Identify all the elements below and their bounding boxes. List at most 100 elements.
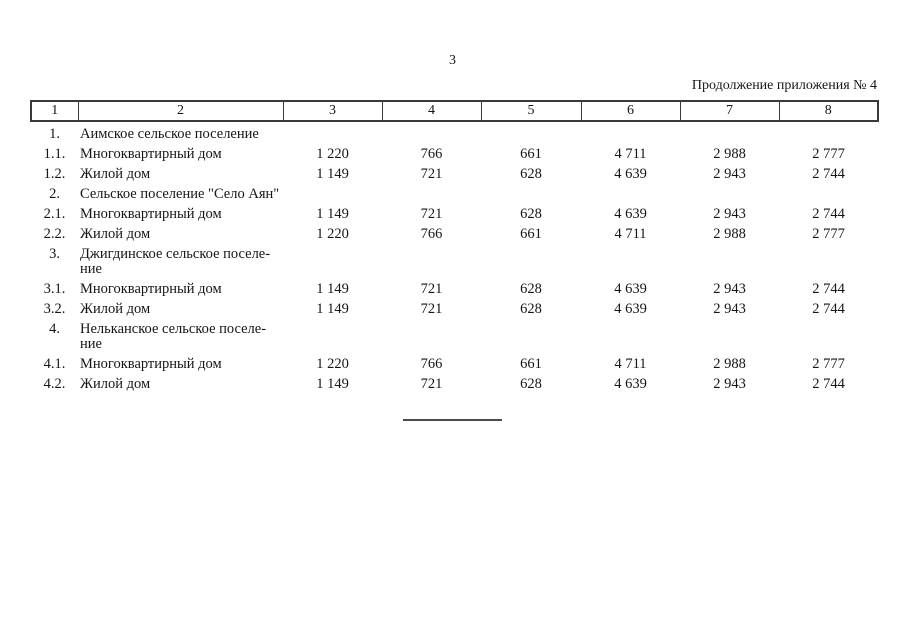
row-value-cell: 4 711 <box>614 146 647 162</box>
header-cell: 8 <box>778 100 879 122</box>
row-value-cell <box>779 320 878 355</box>
header-cell: 6 <box>580 100 681 122</box>
row-value-cell: 2 744 <box>812 206 845 222</box>
row-value-cell: 2 988 <box>713 356 746 372</box>
table-body: 1. Аимское сельское поселение 1.1. Много… <box>31 121 878 395</box>
row-number-cell: 4.1. <box>43 356 66 372</box>
table-row: 2.2. Жилой дом 1 220 766 661 4 711 2 988… <box>31 225 878 245</box>
table-row: 3.1. Многоквартирный дом 1 149 721 628 4… <box>31 280 878 300</box>
row-value-cell: 661 <box>520 226 542 242</box>
row-value-cell: 2 943 <box>713 376 746 392</box>
row-value-cell: 1 149 <box>316 376 349 392</box>
header-cell: 2 <box>77 100 284 122</box>
row-value-cell: 1 149 <box>316 301 349 317</box>
row-number-cell: 2. <box>49 186 60 202</box>
row-value-cell: 2 744 <box>812 376 845 392</box>
row-value-cell <box>680 185 779 205</box>
row-value-cell <box>382 245 481 280</box>
row-value-cell <box>680 121 779 145</box>
row-value-cell <box>382 185 481 205</box>
row-value-cell: 4 639 <box>614 376 647 392</box>
row-value-cell <box>283 121 382 145</box>
table-row: 4. Нельканское сельское поселе- ние <box>31 320 878 355</box>
header-cell: 3 <box>282 100 383 122</box>
row-value-cell <box>581 185 680 205</box>
row-value-cell: 628 <box>520 281 542 297</box>
row-value-cell: 2 777 <box>812 356 845 372</box>
row-value-cell <box>680 320 779 355</box>
row-value-cell: 2 943 <box>713 281 746 297</box>
row-value-cell: 721 <box>420 206 443 222</box>
row-value-cell: 721 <box>420 281 443 297</box>
row-label-cell: Джигдинское сельское поселе- ние <box>80 246 271 277</box>
row-value-cell <box>382 320 481 355</box>
row-value-cell <box>581 245 680 280</box>
row-label-cell: Жилой дом <box>80 301 151 317</box>
table-row: 2. Сельское поселение "Село Аян" <box>31 185 878 205</box>
row-value-cell <box>581 121 680 145</box>
row-value-cell: 766 <box>420 356 443 372</box>
row-value-cell <box>779 185 878 205</box>
page-number: 3 <box>449 53 456 68</box>
row-value-cell <box>481 185 581 205</box>
row-number-cell: 2.1. <box>43 206 66 222</box>
header-cell: 4 <box>381 100 482 122</box>
row-label-cell: Многоквартирный дом <box>80 146 222 162</box>
row-value-cell <box>481 121 581 145</box>
row-value-cell <box>283 185 382 205</box>
row-label-cell: Жилой дом <box>80 376 151 392</box>
row-value-cell: 661 <box>520 356 542 372</box>
footnote-separator-line <box>403 418 502 421</box>
row-number-cell: 1.2. <box>43 166 66 182</box>
row-number-cell: 1.1. <box>43 146 66 162</box>
header-cell: 5 <box>480 100 582 122</box>
row-value-cell: 2 777 <box>812 146 845 162</box>
row-number-cell: 3.1. <box>43 281 66 297</box>
row-label-cell: Многоквартирный дом <box>80 356 222 372</box>
row-value-cell <box>382 121 481 145</box>
row-label-cell: Сельское поселение "Село Аян" <box>80 186 280 202</box>
header-cell: 7 <box>679 100 780 122</box>
row-value-cell: 766 <box>420 146 443 162</box>
row-value-cell <box>680 245 779 280</box>
row-value-cell: 1 220 <box>316 226 349 242</box>
row-value-cell: 1 149 <box>316 166 349 182</box>
row-value-cell: 661 <box>520 146 542 162</box>
row-value-cell: 2 744 <box>812 301 845 317</box>
row-value-cell: 721 <box>420 166 443 182</box>
row-number-cell: 3. <box>49 246 60 262</box>
row-value-cell: 2 744 <box>812 166 845 182</box>
table-row: 1.2. Жилой дом 1 149 721 628 4 639 2 943… <box>31 165 878 185</box>
row-value-cell: 2 943 <box>713 301 746 317</box>
row-value-cell: 628 <box>520 206 542 222</box>
row-label-cell: Жилой дом <box>80 166 151 182</box>
table-row: 4.1. Многоквартирный дом 1 220 766 661 4… <box>31 355 878 375</box>
table-header-row: 1 2 3 4 5 6 7 8 <box>30 100 879 122</box>
table-row: 3.2. Жилой дом 1 149 721 628 4 639 2 943… <box>31 300 878 320</box>
row-value-cell: 2 744 <box>812 281 845 297</box>
row-value-cell: 628 <box>520 166 542 182</box>
row-value-cell: 1 149 <box>316 281 349 297</box>
continuation-note: Продолжение приложения № 4 <box>691 78 877 93</box>
row-value-cell: 2 943 <box>713 166 746 182</box>
row-number-cell: 3.2. <box>43 301 66 317</box>
table-row: 4.2. Жилой дом 1 149 721 628 4 639 2 943… <box>31 375 878 395</box>
table-row: 2.1. Многоквартирный дом 1 149 721 628 4… <box>31 205 878 225</box>
table-row: 1.1. Многоквартирный дом 1 220 766 661 4… <box>31 145 878 165</box>
row-value-cell: 2 988 <box>713 226 746 242</box>
row-value-cell <box>481 245 581 280</box>
row-value-cell: 2 988 <box>713 146 746 162</box>
row-value-cell: 1 220 <box>316 146 349 162</box>
row-value-cell: 4 639 <box>614 281 647 297</box>
row-value-cell: 4 711 <box>614 226 647 242</box>
row-value-cell: 4 639 <box>614 166 647 182</box>
row-value-cell <box>779 121 878 145</box>
row-value-cell: 766 <box>420 226 443 242</box>
row-value-cell <box>481 320 581 355</box>
row-value-cell: 721 <box>420 376 443 392</box>
row-label-cell: Нельканское сельское поселе- ние <box>80 321 267 352</box>
row-value-cell: 1 149 <box>316 206 349 222</box>
row-number-cell: 2.2. <box>43 226 66 242</box>
row-value-cell <box>779 245 878 280</box>
data-table: 1 2 3 4 5 6 7 8 1. Аимское сельское посе… <box>30 100 879 395</box>
